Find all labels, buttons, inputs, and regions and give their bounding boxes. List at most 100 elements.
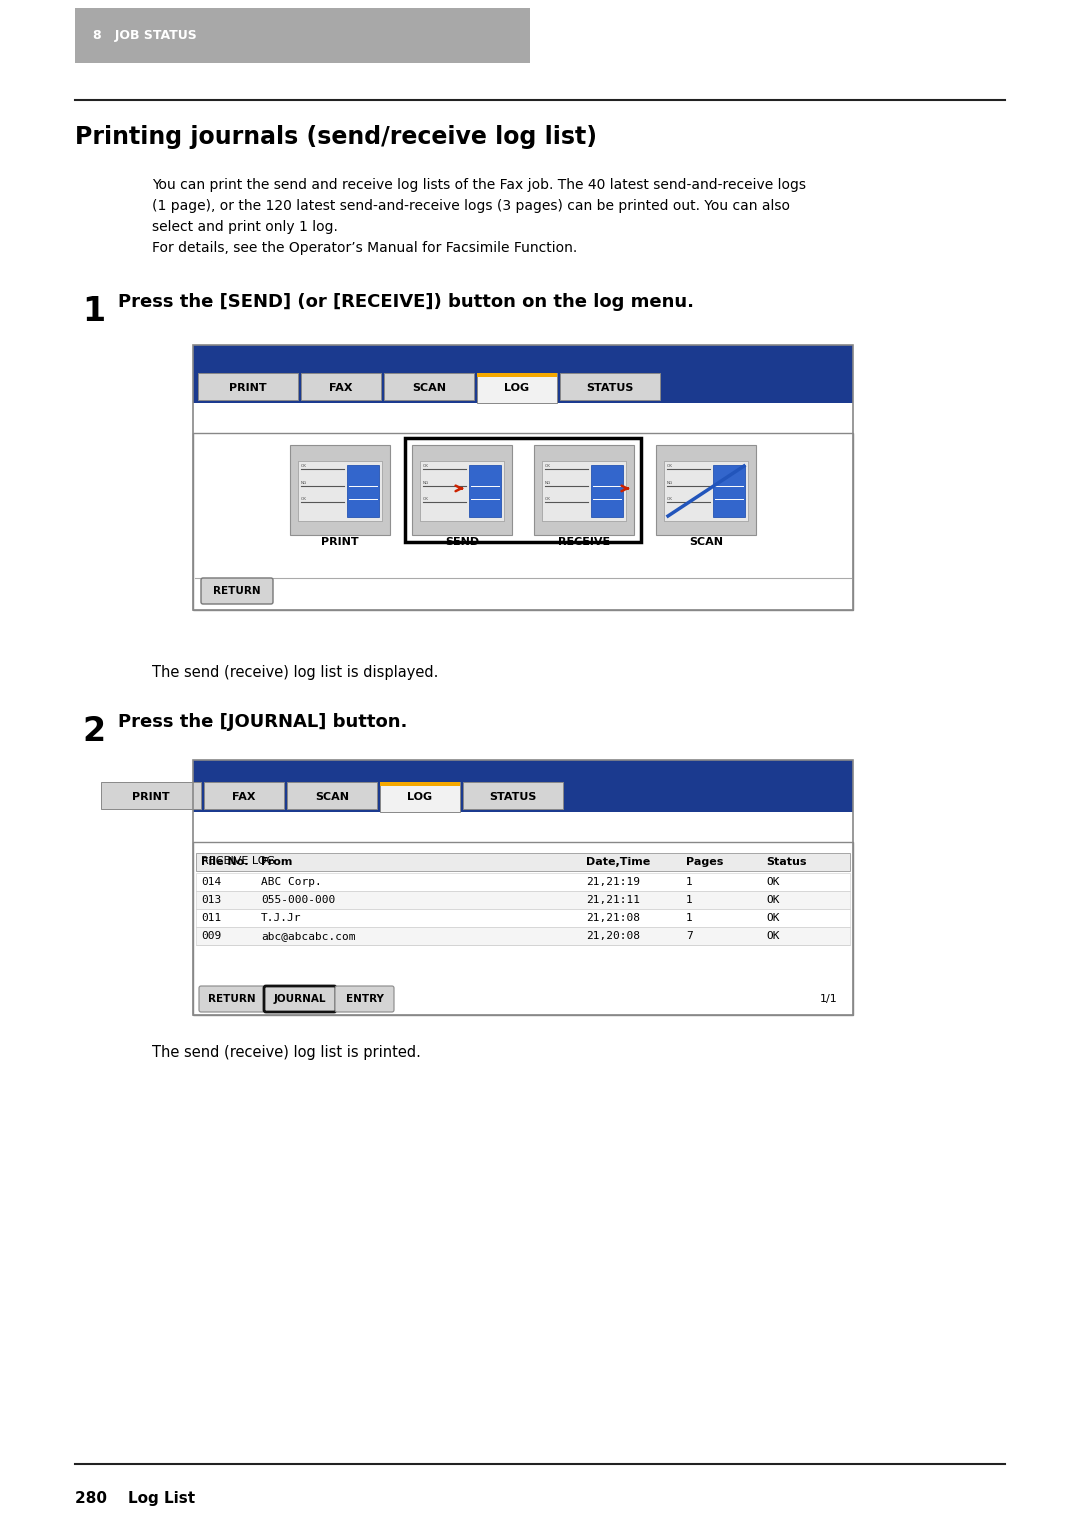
- Text: 1: 1: [686, 877, 692, 887]
- Text: 21,21:19: 21,21:19: [586, 877, 640, 887]
- Bar: [463, 781, 563, 809]
- Bar: [534, 446, 634, 536]
- Bar: [195, 891, 850, 909]
- Text: LOG: LOG: [407, 792, 433, 803]
- Text: 1: 1: [686, 896, 692, 905]
- Text: Press the [SEND] (or [RECEIVE]) button on the log menu.: Press the [SEND] (or [RECEIVE]) button o…: [118, 293, 694, 311]
- Text: FAX: FAX: [329, 383, 353, 394]
- Text: PRINT: PRINT: [229, 383, 267, 394]
- Text: Date,Time: Date,Time: [586, 858, 650, 867]
- Text: 055-000-000: 055-000-000: [261, 896, 335, 905]
- Text: You can print the send and receive log lists of the Fax job. The 40 latest send-: You can print the send and receive log l…: [152, 179, 806, 192]
- Bar: [301, 372, 381, 400]
- Bar: [291, 446, 390, 536]
- Bar: [380, 781, 460, 786]
- FancyBboxPatch shape: [335, 986, 394, 1012]
- Bar: [347, 465, 379, 517]
- Text: Status: Status: [766, 858, 807, 867]
- Text: NG: NG: [667, 481, 673, 485]
- Bar: [287, 781, 377, 809]
- Text: STATUS: STATUS: [489, 792, 537, 803]
- Bar: [193, 760, 853, 812]
- Bar: [195, 909, 850, 926]
- Text: ABC Corp.: ABC Corp.: [261, 877, 322, 887]
- Text: Pages: Pages: [686, 858, 724, 867]
- Text: 280    Log List: 280 Log List: [75, 1491, 195, 1506]
- Bar: [193, 842, 853, 1015]
- Text: SCAN: SCAN: [315, 792, 349, 803]
- Text: SEND: SEND: [445, 537, 480, 546]
- Bar: [198, 372, 298, 400]
- Text: NG: NG: [301, 481, 307, 485]
- Bar: [193, 433, 853, 610]
- FancyBboxPatch shape: [201, 578, 273, 604]
- Bar: [411, 446, 512, 536]
- Text: From: From: [261, 858, 293, 867]
- Text: select and print only 1 log.: select and print only 1 log.: [152, 220, 338, 233]
- Text: OK: OK: [667, 464, 673, 468]
- Text: abc@abcabc.com: abc@abcabc.com: [261, 931, 355, 942]
- Text: OK: OK: [301, 497, 307, 502]
- Text: OK: OK: [545, 464, 551, 468]
- Text: OK: OK: [766, 896, 780, 905]
- Text: JOURNAL: JOURNAL: [273, 993, 326, 1004]
- Bar: [195, 926, 850, 945]
- Text: 1: 1: [82, 295, 105, 328]
- Bar: [193, 760, 853, 1015]
- Text: The send (receive) log list is printed.: The send (receive) log list is printed.: [152, 1045, 421, 1061]
- Bar: [405, 438, 642, 542]
- Text: T.J.Jr: T.J.Jr: [261, 913, 301, 923]
- Text: SCAN: SCAN: [411, 383, 446, 394]
- Bar: [193, 345, 853, 403]
- Text: Printing journals (send/receive log list): Printing journals (send/receive log list…: [75, 125, 597, 150]
- Text: OK: OK: [766, 913, 780, 923]
- Text: OK: OK: [301, 464, 307, 468]
- Text: OK: OK: [766, 931, 780, 942]
- Text: 21,20:08: 21,20:08: [586, 931, 640, 942]
- Bar: [713, 465, 744, 517]
- Text: 21,21:11: 21,21:11: [586, 896, 640, 905]
- Text: 7: 7: [686, 931, 692, 942]
- Bar: [469, 465, 501, 517]
- Text: LOG: LOG: [504, 383, 529, 394]
- Text: OK: OK: [766, 877, 780, 887]
- Text: NG: NG: [545, 481, 551, 485]
- Bar: [420, 461, 504, 520]
- Text: PRINT: PRINT: [132, 792, 170, 803]
- Bar: [384, 372, 474, 400]
- Bar: [193, 345, 853, 610]
- Text: PRINT: PRINT: [321, 537, 359, 546]
- Text: STATUS: STATUS: [586, 383, 634, 394]
- Text: 014: 014: [201, 877, 221, 887]
- Bar: [298, 461, 382, 520]
- Text: OK: OK: [423, 464, 429, 468]
- Text: SCAN: SCAN: [689, 537, 723, 546]
- Text: FAX: FAX: [232, 792, 256, 803]
- Bar: [477, 372, 557, 403]
- Bar: [195, 853, 850, 871]
- Text: RECEIVE LOG: RECEIVE LOG: [201, 856, 275, 865]
- FancyBboxPatch shape: [199, 986, 265, 1012]
- Text: For details, see the Operator’s Manual for Facsimile Function.: For details, see the Operator’s Manual f…: [152, 241, 577, 255]
- Bar: [656, 446, 756, 536]
- Text: OK: OK: [545, 497, 551, 502]
- Text: File No.: File No.: [201, 858, 248, 867]
- Text: RETURN: RETURN: [213, 586, 260, 597]
- Text: OK: OK: [667, 497, 673, 502]
- Text: (1 page), or the 120 latest send-and-receive logs (3 pages) can be printed out. : (1 page), or the 120 latest send-and-rec…: [152, 198, 789, 214]
- Text: NG: NG: [423, 481, 429, 485]
- Bar: [477, 372, 557, 377]
- Text: ENTRY: ENTRY: [346, 993, 383, 1004]
- Text: 1/1: 1/1: [820, 993, 838, 1004]
- Text: 2: 2: [82, 716, 105, 748]
- Text: 21,21:08: 21,21:08: [586, 913, 640, 923]
- Bar: [664, 461, 748, 520]
- Text: RECEIVE: RECEIVE: [558, 537, 610, 546]
- Bar: [204, 781, 284, 809]
- FancyBboxPatch shape: [264, 986, 336, 1012]
- Text: The send (receive) log list is displayed.: The send (receive) log list is displayed…: [152, 665, 438, 681]
- Bar: [542, 461, 626, 520]
- Bar: [195, 873, 850, 891]
- Bar: [75, 8, 530, 63]
- Bar: [561, 372, 660, 400]
